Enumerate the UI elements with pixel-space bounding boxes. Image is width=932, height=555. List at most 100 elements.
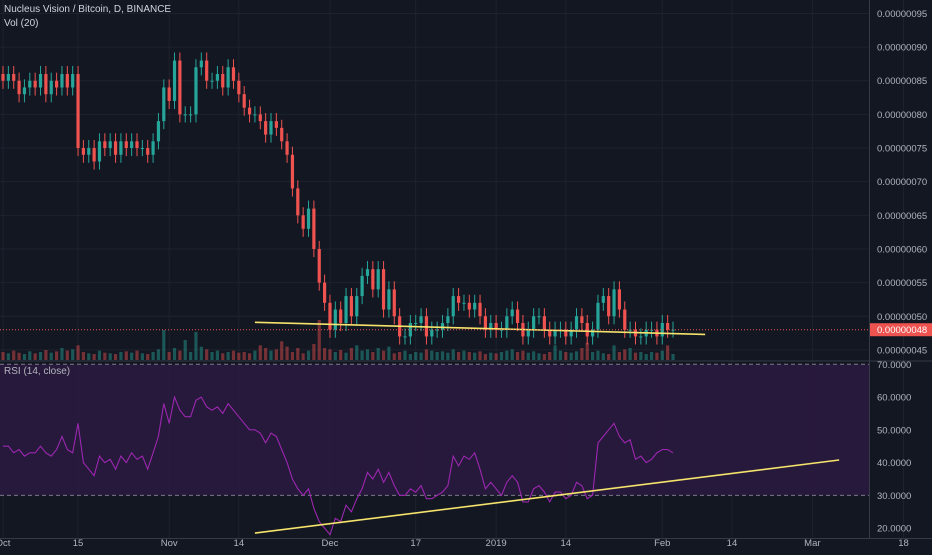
- candle-body[interactable]: [264, 121, 268, 135]
- candle-body[interactable]: [569, 329, 573, 337]
- candle-body[interactable]: [339, 309, 343, 323]
- candle-body[interactable]: [660, 322, 664, 337]
- candle-body[interactable]: [237, 80, 241, 95]
- candle-body[interactable]: [440, 322, 445, 330]
- candle-body[interactable]: [666, 322, 670, 330]
- candle-body[interactable]: [108, 141, 112, 149]
- candle-body[interactable]: [601, 296, 605, 303]
- candle-body[interactable]: [526, 329, 530, 337]
- candle-body[interactable]: [355, 296, 359, 317]
- candle-body[interactable]: [451, 296, 455, 317]
- candle-body[interactable]: [371, 269, 375, 290]
- candle-body[interactable]: [580, 316, 584, 323]
- candle-body[interactable]: [199, 60, 203, 68]
- candle-body[interactable]: [328, 302, 332, 330]
- candle-body[interactable]: [365, 269, 370, 276]
- candle-body[interactable]: [483, 316, 487, 330]
- candle-body[interactable]: [22, 87, 27, 95]
- candle-body[interactable]: [457, 296, 461, 303]
- candle-body[interactable]: [532, 316, 536, 330]
- candle-body[interactable]: [178, 60, 182, 115]
- candle-body[interactable]: [92, 148, 96, 162]
- candle-body[interactable]: [189, 114, 193, 116]
- candle-body[interactable]: [473, 302, 477, 310]
- candle-body[interactable]: [435, 329, 439, 331]
- candle-body[interactable]: [124, 141, 128, 149]
- candle-body[interactable]: [467, 302, 471, 310]
- candle-body[interactable]: [414, 322, 418, 324]
- candle-body[interactable]: [119, 141, 123, 155]
- candle-body[interactable]: [585, 322, 589, 337]
- candle-body[interactable]: [317, 248, 321, 283]
- candle-body[interactable]: [172, 60, 177, 101]
- candle-body[interactable]: [162, 87, 166, 122]
- candle-body[interactable]: [462, 302, 466, 304]
- candle-body[interactable]: [140, 148, 144, 150]
- candle-body[interactable]: [392, 289, 396, 317]
- candle-body[interactable]: [156, 121, 161, 142]
- candle-body[interactable]: [446, 316, 450, 323]
- candle-body[interactable]: [231, 67, 236, 81]
- candle-body[interactable]: [505, 316, 509, 330]
- candle-body[interactable]: [44, 74, 48, 95]
- candle-body[interactable]: [489, 322, 493, 330]
- candle-body[interactable]: [12, 74, 16, 81]
- candle-body[interactable]: [408, 322, 412, 337]
- candle-body[interactable]: [591, 329, 595, 337]
- candle-body[interactable]: [596, 302, 600, 330]
- candle-body[interactable]: [360, 275, 364, 297]
- candle-body[interactable]: [612, 289, 616, 317]
- candle-body[interactable]: [135, 141, 139, 149]
- candle-body[interactable]: [564, 329, 568, 337]
- candle-body[interactable]: [542, 316, 546, 330]
- candle-body[interactable]: [274, 121, 278, 128]
- candle-body[interactable]: [167, 87, 171, 101]
- candle-body[interactable]: [97, 141, 102, 162]
- candle-body[interactable]: [387, 289, 391, 310]
- candle-body[interactable]: [17, 80, 21, 95]
- candle-body[interactable]: [210, 80, 214, 82]
- candle-body[interactable]: [38, 74, 43, 88]
- time-axis[interactable]: Oct 15 Nov 14 Dec 17 2019 14 Feb 14 Mar 18: [0, 538, 909, 549]
- rsi-pane[interactable]: [0, 363, 869, 536]
- candle-body[interactable]: [574, 316, 579, 330]
- candle-body[interactable]: [323, 282, 327, 303]
- candle-body[interactable]: [306, 208, 311, 229]
- candle-body[interactable]: [301, 215, 305, 229]
- candle-body[interactable]: [253, 114, 257, 116]
- candle-body[interactable]: [510, 309, 514, 317]
- candle-body[interactable]: [290, 154, 295, 189]
- candle-body[interactable]: [553, 329, 557, 337]
- candle-body[interactable]: [113, 141, 118, 155]
- candle-body[interactable]: [215, 74, 219, 81]
- candle-body[interactable]: [130, 141, 134, 149]
- candle-body[interactable]: [344, 296, 348, 323]
- candle-body[interactable]: [60, 74, 64, 88]
- candle-body[interactable]: [419, 316, 423, 323]
- price-axis[interactable]: 0.00000095 0.00000090 0.00000085 0.00000080…: [870, 9, 932, 535]
- candle-body[interactable]: [623, 309, 627, 330]
- candle-body[interactable]: [269, 121, 273, 135]
- candle-body[interactable]: [537, 316, 541, 318]
- candle-body[interactable]: [71, 74, 75, 88]
- candle-body[interactable]: [55, 80, 59, 88]
- candle-body[interactable]: [607, 296, 611, 317]
- candle-body[interactable]: [205, 60, 209, 81]
- candle-body[interactable]: [226, 67, 230, 88]
- candle-body[interactable]: [403, 336, 407, 338]
- candle-body[interactable]: [81, 148, 85, 155]
- candle-body[interactable]: [285, 141, 289, 155]
- candle-body[interactable]: [33, 80, 37, 88]
- candle-body[interactable]: [349, 296, 353, 317]
- candle-body[interactable]: [146, 148, 150, 155]
- candle-body[interactable]: [478, 302, 482, 317]
- candle-body[interactable]: [548, 329, 552, 337]
- candle-body[interactable]: [312, 208, 316, 249]
- rsi-line[interactable]: [3, 395, 674, 536]
- candle-body[interactable]: [28, 80, 32, 88]
- candle-body[interactable]: [65, 74, 69, 88]
- candle-body[interactable]: [494, 322, 498, 330]
- candle-body[interactable]: [6, 74, 10, 81]
